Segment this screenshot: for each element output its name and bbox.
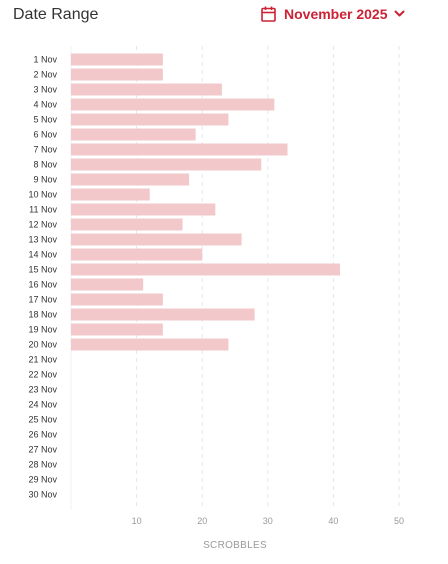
- y-tick-label: 15 Nov: [28, 265, 57, 275]
- y-tick-label: 14 Nov: [28, 250, 57, 260]
- page-title: Date Range: [13, 6, 99, 23]
- y-tick-label: 18 Nov: [28, 310, 57, 320]
- y-tick-label: 4 Nov: [33, 100, 57, 110]
- y-tick-label: 13 Nov: [28, 235, 57, 245]
- bar[interactable]: [71, 323, 163, 336]
- bar[interactable]: [71, 188, 150, 201]
- y-tick-label: 25 Nov: [28, 415, 57, 425]
- x-tick-labels: 10 20 30 40 50: [132, 516, 404, 526]
- y-tick-label: 21 Nov: [28, 355, 57, 365]
- y-tick-label: 6 Nov: [33, 130, 57, 140]
- bar[interactable]: [71, 248, 203, 261]
- y-tick-label: 8 Nov: [33, 160, 57, 170]
- bar[interactable]: [71, 158, 262, 171]
- y-tick-label: 30 Nov: [28, 490, 57, 500]
- bar[interactable]: [71, 293, 163, 306]
- bar[interactable]: [71, 218, 183, 231]
- y-tick-label: 9 Nov: [33, 175, 57, 185]
- month-picker-button[interactable]: November 2025: [261, 4, 405, 24]
- bar[interactable]: [71, 278, 144, 291]
- y-tick-label: 23 Nov: [28, 385, 57, 395]
- y-tick-label: 17 Nov: [28, 295, 57, 305]
- y-tick-label: 5 Nov: [33, 115, 57, 125]
- y-tick-label: 26 Nov: [28, 430, 57, 440]
- x-axis-title: SCROBBLES: [203, 540, 267, 551]
- y-tick-label: 24 Nov: [28, 400, 57, 410]
- x-tick-label: 10: [132, 516, 142, 526]
- chevron-down-icon: [394, 10, 405, 17]
- y-tick-labels: 1 Nov 2 Nov 3 Nov 4 Nov 5 Nov 6 Nov 7 Nov 8 Nov…: [28, 55, 57, 500]
- month-picker-label: November 2025: [284, 6, 388, 22]
- y-tick-label: 22 Nov: [28, 370, 57, 380]
- x-tick-label: 30: [263, 516, 273, 526]
- y-tick-label: 3 Nov: [33, 85, 57, 95]
- bar[interactable]: [71, 173, 190, 186]
- y-tick-label: 11 Nov: [29, 205, 57, 215]
- x-tick-label: 50: [394, 516, 404, 526]
- y-tick-label: 19 Nov: [28, 325, 57, 335]
- bar[interactable]: [71, 53, 163, 66]
- y-tick-label: 20 Nov: [28, 340, 57, 350]
- calendar-icon: [261, 6, 276, 22]
- bar[interactable]: [71, 128, 196, 141]
- bar[interactable]: [71, 263, 340, 276]
- x-tick-label: 20: [197, 516, 207, 526]
- bars: [71, 53, 340, 351]
- y-tick-label: 28 Nov: [28, 460, 57, 470]
- bar[interactable]: [71, 143, 288, 156]
- bar[interactable]: [71, 98, 275, 111]
- bar[interactable]: [71, 83, 222, 96]
- bar[interactable]: [71, 113, 229, 126]
- bar[interactable]: [71, 68, 163, 81]
- grid-lines: [70, 46, 400, 510]
- y-tick-label: 7 Nov: [33, 145, 57, 155]
- y-tick-label: 12 Nov: [28, 220, 57, 230]
- y-tick-label: 29 Nov: [28, 475, 57, 485]
- x-tick-label: 40: [328, 516, 338, 526]
- y-tick-label: 27 Nov: [28, 445, 57, 455]
- bar[interactable]: [71, 308, 255, 321]
- y-tick-label: 10 Nov: [28, 190, 57, 200]
- y-tick-label: 1 Nov: [33, 55, 57, 65]
- bar[interactable]: [71, 203, 216, 216]
- y-tick-label: 16 Nov: [28, 280, 57, 290]
- bar[interactable]: [71, 233, 242, 246]
- bar[interactable]: [71, 338, 229, 351]
- y-tick-label: 2 Nov: [33, 70, 57, 80]
- header: Date Range November 2025: [0, 0, 448, 34]
